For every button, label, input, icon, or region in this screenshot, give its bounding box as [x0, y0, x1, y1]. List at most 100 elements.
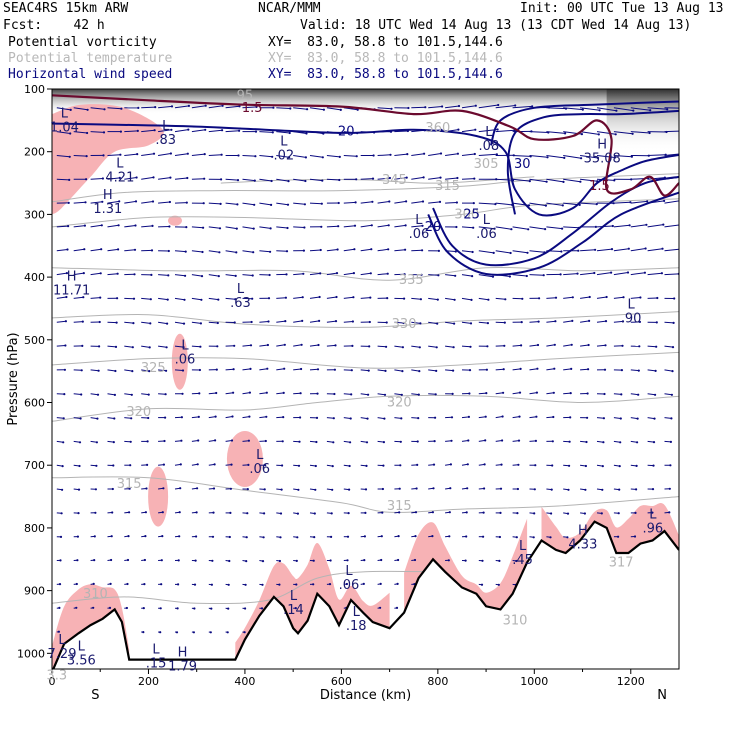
wind-vector-head	[363, 535, 366, 538]
wind-vector-head	[245, 536, 248, 539]
wind-vector	[546, 155, 565, 159]
wind-vector-head	[247, 439, 250, 442]
wind-vector-head	[387, 224, 390, 227]
wind-vector	[73, 272, 84, 276]
wind-vector-head	[200, 298, 203, 301]
wind-vector	[664, 273, 679, 276]
wind-vector-head	[435, 369, 438, 372]
wind-vector-head	[284, 320, 287, 323]
y-tick-label: 900	[24, 585, 45, 598]
wind-vector-head	[131, 346, 134, 349]
wind-vector-head	[132, 322, 135, 325]
wind-vector	[580, 155, 599, 159]
pv-extremum-value: .02	[274, 149, 295, 164]
wind-vector-head	[349, 441, 352, 444]
wind-vector-head	[133, 248, 137, 251]
wind-vector	[242, 106, 257, 109]
wind-vector	[495, 129, 515, 133]
wind-vector-head	[126, 558, 130, 562]
wind-vector-head	[370, 248, 373, 251]
wind-vector-head	[80, 393, 83, 396]
wind-vector	[293, 178, 306, 182]
wind-vector-head	[661, 247, 664, 250]
wind-vector-head	[491, 275, 495, 278]
wind-vector-head	[304, 179, 307, 183]
wind-vector	[259, 202, 272, 206]
wind-vector-head	[285, 250, 289, 253]
wind-vector-head	[437, 249, 440, 252]
wind-vector-head	[550, 488, 553, 491]
wind-vector-head	[503, 321, 506, 324]
wind-vector-head	[521, 297, 524, 300]
wind-vector-head	[279, 536, 282, 539]
wind-vector-head	[570, 343, 573, 346]
wind-vector-head	[367, 369, 370, 372]
wind-vector	[309, 107, 324, 111]
wind-vector	[293, 344, 302, 347]
pv-shade-mid-2	[226, 430, 263, 487]
wind-vector-head	[637, 369, 640, 372]
wind-vector-head	[519, 367, 522, 370]
wind-vector-head	[454, 274, 457, 277]
wind-vector-head	[162, 487, 165, 490]
wind-vector	[309, 249, 321, 252]
wind-vector-head	[217, 275, 220, 278]
theta-contour-315	[52, 476, 679, 513]
wind-vector	[309, 178, 323, 182]
wind-vector-head	[594, 248, 597, 251]
wind-vector-head	[94, 511, 97, 514]
wind-vector	[225, 274, 236, 277]
pv-extremum-kind: L	[61, 106, 69, 121]
pv-extremum-kind: L	[256, 448, 264, 463]
wind-vector-head	[278, 583, 281, 586]
wind-vector	[259, 344, 268, 347]
wind-vector	[174, 250, 186, 253]
pv-extremum-value: 35.08	[584, 152, 621, 167]
wind-vector-head	[654, 393, 657, 396]
wind-vector-head	[151, 200, 155, 203]
wind-vector	[107, 417, 115, 419]
wind-vector-head	[638, 320, 642, 323]
wind-vector-head	[232, 368, 235, 371]
wind-vector-head	[169, 152, 172, 155]
wind-vector-head	[177, 583, 180, 586]
wind-vector	[191, 153, 205, 156]
wind-vector-head	[483, 463, 486, 466]
wind-vector-head	[646, 200, 649, 203]
wind-vector	[293, 226, 305, 228]
wind-vector-head	[499, 511, 502, 514]
wind-vector	[512, 226, 529, 230]
wind-vector	[158, 321, 168, 325]
wind-vector-head	[601, 465, 604, 468]
wind-vector-head	[77, 488, 81, 491]
wind-vector	[293, 273, 304, 276]
wind-vector-head	[248, 391, 251, 394]
x-tick-label: 1000	[520, 675, 548, 688]
wind-vector-head	[160, 583, 163, 586]
wind-vector	[411, 176, 424, 180]
wind-vector-head	[449, 487, 452, 490]
wind-vector-head	[434, 416, 437, 419]
wind-vector	[73, 296, 84, 299]
wind-vector-head	[111, 487, 114, 491]
wind-vector	[225, 416, 233, 419]
wind-vector-head	[110, 535, 113, 538]
wind-vector-head	[314, 488, 317, 491]
wind-vector-head	[620, 369, 624, 372]
wind-vector-head	[631, 132, 634, 135]
pv-extremum-kind: L	[237, 282, 245, 297]
wind-vector	[613, 417, 621, 419]
wind-vector-head	[542, 274, 545, 277]
wind-vector-head	[551, 440, 554, 443]
wind-vector	[613, 320, 624, 323]
wind-vector-head	[217, 298, 220, 301]
wind-vector-head	[219, 202, 222, 205]
wind-vector	[259, 178, 272, 182]
wind-vector	[664, 417, 672, 419]
wind-vector	[596, 296, 607, 299]
wind-vector-head	[150, 273, 153, 276]
wind-vector-head	[390, 107, 393, 110]
wind-vector-head	[152, 176, 155, 179]
x-tick-label: 0	[49, 675, 56, 688]
wind-vector	[326, 320, 337, 323]
